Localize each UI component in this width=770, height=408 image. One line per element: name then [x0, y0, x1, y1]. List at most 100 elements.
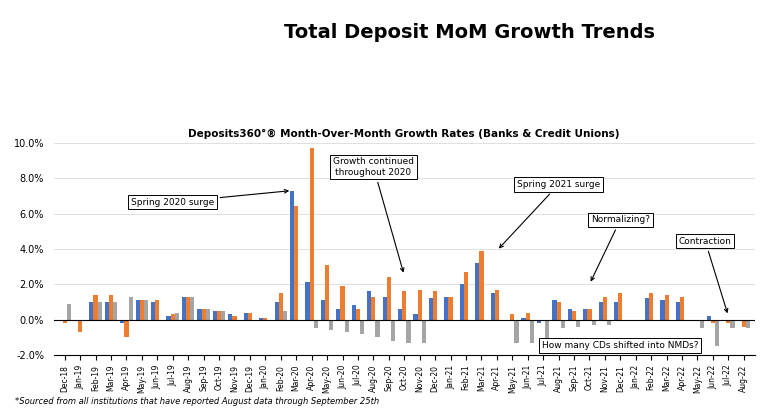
Bar	[283, 311, 287, 319]
Text: Normalizing?: Normalizing?	[591, 215, 650, 281]
Title: Deposits360°® Month-Over-Month Growth Rates (Banks & Credit Unions): Deposits360°® Month-Over-Month Growth Ra…	[189, 129, 620, 139]
Bar	[93, 295, 98, 319]
Bar	[495, 290, 499, 319]
Text: Total Deposit MoM Growth Trends: Total Deposit MoM Growth Trends	[284, 22, 655, 42]
Bar	[243, 313, 248, 319]
Bar	[511, 314, 514, 319]
Bar	[541, 319, 545, 322]
Text: *Sourced from all institutions that have reported August data through September : *Sourced from all institutions that have…	[15, 397, 380, 406]
Bar	[475, 263, 480, 319]
Bar	[588, 309, 591, 319]
Bar	[722, 319, 726, 322]
Bar	[62, 319, 67, 323]
Bar	[345, 319, 349, 332]
Bar	[294, 206, 298, 319]
Bar	[607, 319, 611, 325]
Bar	[591, 319, 596, 325]
Bar	[233, 316, 236, 319]
Bar	[630, 319, 634, 322]
Bar	[171, 314, 175, 319]
Bar	[417, 290, 422, 319]
Bar	[738, 319, 742, 322]
Bar	[263, 318, 267, 319]
Bar	[460, 284, 464, 319]
Bar	[665, 295, 668, 319]
Bar	[136, 300, 140, 319]
Bar	[603, 297, 607, 319]
Bar	[175, 313, 179, 319]
Bar	[371, 297, 376, 319]
Bar	[433, 291, 437, 319]
Bar	[213, 311, 217, 319]
Text: DARLING CONSULTING GROUP: DARLING CONSULTING GROUP	[43, 49, 126, 54]
Bar	[422, 319, 426, 343]
Bar	[387, 277, 391, 319]
Bar	[557, 302, 561, 319]
Bar	[98, 302, 102, 319]
Bar	[661, 300, 665, 319]
Bar	[321, 300, 325, 319]
Bar	[190, 297, 195, 319]
Bar	[74, 319, 78, 322]
Bar	[166, 316, 171, 319]
Bar	[731, 319, 735, 328]
Bar	[676, 302, 680, 319]
Bar	[310, 148, 313, 319]
Text: Spring 2021 surge: Spring 2021 surge	[500, 180, 600, 248]
Bar	[402, 291, 407, 319]
Bar	[444, 297, 448, 319]
Bar	[248, 313, 252, 319]
Bar	[186, 297, 190, 319]
Bar	[576, 319, 581, 327]
Bar	[275, 302, 279, 319]
Bar	[113, 302, 117, 319]
Bar	[561, 319, 565, 328]
Text: D·C·G: D·C·G	[55, 11, 114, 29]
Bar	[340, 286, 345, 319]
Bar	[206, 309, 210, 319]
Bar	[521, 318, 526, 319]
Bar	[530, 319, 534, 343]
Bar	[156, 300, 159, 319]
Bar	[182, 297, 186, 319]
Bar	[480, 251, 484, 319]
Bar	[742, 319, 746, 327]
Bar	[614, 302, 618, 319]
Bar	[105, 302, 109, 319]
Bar	[645, 298, 649, 319]
Bar	[715, 319, 719, 346]
Bar	[356, 309, 360, 319]
Bar	[448, 297, 453, 319]
Bar	[202, 309, 206, 319]
Bar	[391, 319, 395, 341]
Bar	[78, 319, 82, 332]
Bar	[329, 319, 333, 330]
Bar	[700, 319, 704, 328]
Bar	[125, 319, 129, 337]
Bar	[649, 293, 653, 319]
Bar	[279, 293, 283, 319]
Bar	[306, 282, 310, 319]
Bar	[221, 311, 226, 319]
Bar	[129, 297, 132, 319]
Text: How many CDs shifted into NMDs?: How many CDs shifted into NMDs?	[542, 341, 698, 350]
Bar	[572, 311, 576, 319]
Bar	[407, 319, 410, 343]
Bar	[398, 309, 402, 319]
Bar	[598, 302, 603, 319]
Bar	[429, 298, 433, 319]
Bar	[89, 302, 93, 319]
Bar	[490, 293, 495, 319]
Bar	[634, 319, 638, 322]
Bar	[545, 319, 550, 346]
Text: Deposits360°® Cross-Institution Analytics: Deposits360°® Cross-Institution Analytic…	[204, 76, 566, 91]
Bar	[567, 309, 572, 319]
Bar	[514, 319, 518, 343]
Bar	[120, 319, 125, 323]
Bar	[228, 314, 233, 319]
Bar	[691, 319, 695, 322]
Bar	[151, 302, 156, 319]
Text: Growth continued
throughout 2020: Growth continued throughout 2020	[333, 157, 414, 272]
Bar	[325, 265, 329, 319]
Bar	[680, 297, 684, 319]
